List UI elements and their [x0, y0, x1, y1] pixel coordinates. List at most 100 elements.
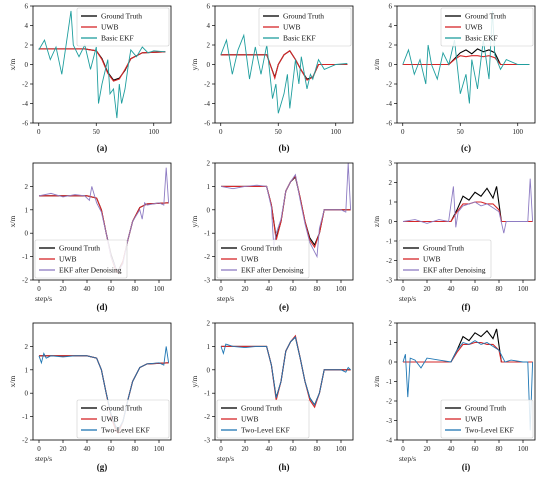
series-line — [220, 336, 351, 406]
y-tick-label: -6 — [386, 120, 392, 128]
panel-label: (i) — [462, 462, 471, 472]
x-axis-label: step/s — [217, 294, 234, 303]
x-axis-label: step/s — [399, 454, 416, 463]
plot-frame — [214, 162, 354, 281]
y-tick-label: -2 — [204, 413, 210, 421]
y-tick-label: 1 — [389, 339, 393, 347]
y-tick-label: 2 — [207, 42, 211, 50]
series-line — [403, 341, 533, 363]
legend-entry: EKF after Denoising — [59, 266, 122, 275]
y-tick-label: 3 — [389, 160, 393, 168]
y-tick-label: 6 — [389, 3, 393, 11]
y-tick-label: 1 — [207, 183, 211, 191]
series-line — [402, 55, 530, 66]
y-tick-label: -1 — [386, 238, 392, 246]
x-tick-label: 50 — [457, 128, 465, 136]
legend-entry: Ground Truth — [101, 404, 142, 413]
y-tick-label: 0 — [207, 366, 211, 374]
y-tick-label: -1 — [22, 253, 28, 261]
y-tick-label: -3 — [386, 417, 392, 425]
chart-panel: 0 20 40 60 80 100 -3 -2 -1 0 1 2 y/m step/s Ground Tru… — [190, 320, 354, 472]
x-tick-label: 60 — [290, 445, 298, 453]
y-tick-label: 0 — [207, 61, 211, 69]
legend-entry: UWB — [423, 255, 441, 264]
y-axis-label: x/m — [8, 216, 17, 228]
x-tick-label: 100 — [336, 445, 347, 453]
y-tick-label: 0 — [25, 390, 29, 398]
legend-entry: Basic EKF — [465, 34, 498, 43]
x-tick-label: 40 — [84, 445, 92, 453]
series-line — [38, 10, 166, 119]
x-axis-label: step/s — [35, 454, 52, 463]
y-tick-label: 6 — [25, 3, 29, 11]
y-tick-label: -2 — [386, 398, 392, 406]
legend-box — [216, 239, 310, 279]
y-axis-label: y/m — [190, 59, 199, 71]
series-line — [402, 178, 534, 234]
series-line — [402, 48, 530, 66]
y-tick-label: -1 — [22, 413, 28, 421]
legend-entry: Two-Level EKF — [241, 426, 290, 435]
y-tick-label: -6 — [22, 120, 28, 128]
y-axis-label: z/m — [372, 59, 381, 70]
legend-box — [440, 7, 534, 47]
series-line — [403, 186, 533, 223]
x-tick-label: 80 — [496, 445, 504, 453]
y-tick-label: -1 — [204, 390, 210, 398]
legend-box — [216, 399, 310, 439]
chart-panel: 0 50 100 -6 -4 -2 0 2 4 6 x/m Ground Truth UWB Basic … — [8, 3, 172, 153]
y-tick-label: 2 — [25, 42, 29, 50]
x-tick-label: 100 — [513, 128, 524, 136]
y-tick-label: -4 — [386, 100, 392, 108]
panel-label: (d) — [97, 302, 108, 312]
y-tick-label: -2 — [22, 437, 28, 445]
plot-frame — [32, 322, 172, 441]
y-tick-label: -2 — [386, 81, 392, 89]
legend-box — [258, 7, 352, 47]
x-tick-label: 20 — [424, 445, 432, 453]
series-line — [402, 340, 534, 431]
series-line — [220, 163, 352, 259]
legend-box — [76, 399, 170, 439]
legend-entry: Basic EKF — [101, 34, 134, 43]
panel-label: (e) — [279, 302, 289, 312]
x-tick-label: 80 — [132, 285, 140, 293]
series-line — [221, 174, 351, 249]
legend-entry: UWB — [101, 415, 119, 424]
chart-panel: 0 20 40 60 80 100 -2 -1 0 1 2 x/m step/s Ground Truth… — [8, 322, 172, 472]
y-tick-label: 4 — [25, 22, 29, 30]
y-tick-label: 1 — [25, 366, 29, 374]
chart-panel: 0 50 100 -6 -4 -2 0 2 4 6 y/m Ground Truth UWB Basic … — [190, 3, 354, 153]
plot-frame — [32, 162, 172, 281]
legend-entry: Basic EKF — [283, 34, 316, 43]
x-tick-label: 0 — [37, 128, 41, 136]
y-tick-label: -2 — [22, 81, 28, 89]
legend-entry: EKF after Denoising — [241, 266, 304, 275]
y-tick-label: 4 — [389, 22, 393, 30]
x-tick-label: 60 — [108, 285, 116, 293]
y-tick-label: -2 — [22, 277, 28, 285]
x-tick-label: 100 — [154, 445, 165, 453]
legend-entry: UWB — [465, 23, 483, 32]
chart-panel: 0 20 40 60 80 100 -2 -1 0 1 2 x/m step/s Ground Truth… — [8, 162, 172, 312]
x-tick-label: 60 — [290, 285, 298, 293]
legend-box — [34, 239, 128, 279]
x-tick-label: 40 — [448, 285, 456, 293]
x-tick-label: 20 — [242, 285, 250, 293]
x-axis-label: step/s — [217, 454, 234, 463]
x-tick-label: 100 — [331, 128, 342, 136]
y-tick-label: 0 — [389, 61, 393, 69]
legend-entry: Ground Truth — [423, 244, 464, 253]
series-line — [221, 334, 351, 409]
x-tick-label: 80 — [132, 445, 140, 453]
y-tick-label: -1 — [204, 230, 210, 238]
legend-entry: Ground Truth — [283, 12, 324, 21]
y-tick-label: 1 — [389, 199, 393, 207]
y-tick-label: -4 — [204, 100, 210, 108]
y-tick-label: -6 — [204, 120, 210, 128]
y-axis-label: x/m — [8, 376, 17, 388]
x-tick-label: 80 — [496, 285, 504, 293]
x-tick-label: 0 — [401, 445, 405, 453]
series-line — [38, 48, 166, 82]
legend-entry: Ground Truth — [241, 244, 282, 253]
